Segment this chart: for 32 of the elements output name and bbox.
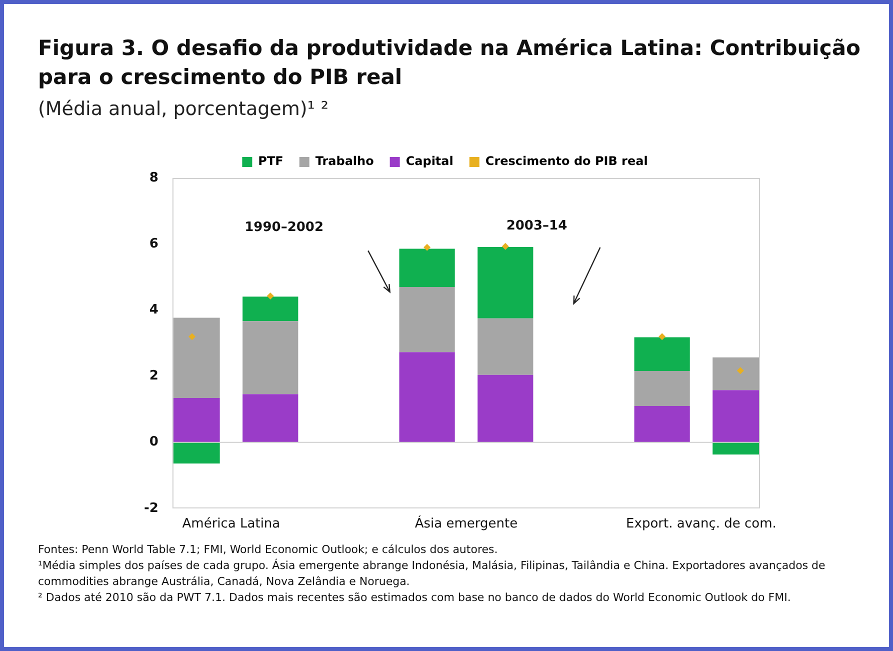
x-tick-label: América Latina: [182, 516, 280, 532]
legend-label: Crescimento do PIB real: [485, 154, 648, 168]
legend-label: Capital: [406, 154, 454, 168]
text: Fontes: Penn World Table 7.1; FMI, World Economic Outlook; e cálculos dos autores.: [38, 542, 499, 558]
point: [658, 333, 666, 340]
bar: [478, 318, 534, 375]
bar: [478, 247, 534, 318]
chart-subtitle: (Média anual, porcentagem)¹ ²: [38, 98, 329, 120]
y-tick-label: 8: [149, 170, 158, 186]
point: [188, 333, 196, 340]
annotation: 1990–2002: [244, 220, 324, 235]
point: [266, 292, 274, 300]
y-tick-label: 0: [149, 434, 158, 450]
point: [736, 367, 744, 374]
y-tick-label: 4: [149, 302, 158, 318]
bar: [399, 352, 455, 442]
legend-label: PTF: [258, 154, 284, 168]
annotation: 2003–14: [506, 218, 568, 234]
y-tick-label: 2: [149, 368, 158, 384]
chart-title: Figura 3. O desafio da produtividade na América Latina: Contribuição para o crescimento do PIB real: [38, 35, 862, 91]
bar: [399, 287, 455, 352]
legend-label: Trabalho: [315, 154, 374, 168]
y-tick-label: 6: [149, 236, 158, 252]
text: ¹Média simples dos países de cada grupo. Ásia emergente abrange Indonésia, Malásia, Filipinas, Tailândia e China. Exportadores avançados de commodities abrange Austrália, Canadá, Nova Zelândia e Noruega.: [38, 558, 826, 590]
point: [502, 242, 509, 250]
bar: [478, 374, 534, 442]
y-tick-label: -2: [144, 500, 158, 516]
x-tick-label: Export. avanç. de com.: [626, 516, 776, 532]
bar: [399, 248, 455, 288]
text: ² Dados até 2010 são da PWT 7.1. Dados mais recentes são estimados com base no banco de dados do World Economic Outlook do FMI.: [38, 590, 792, 606]
point: [424, 244, 431, 251]
x-tick-label: Ásia emergente: [414, 514, 518, 532]
